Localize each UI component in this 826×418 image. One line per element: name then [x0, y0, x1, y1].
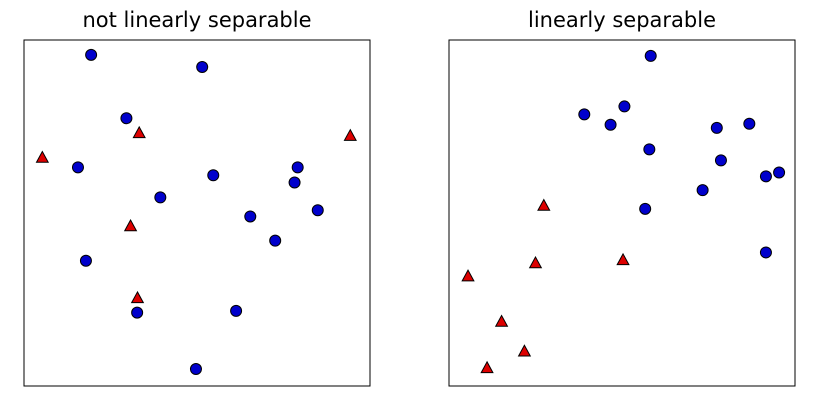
right-circle-point-1 — [578, 108, 591, 121]
right-circle-point-8 — [759, 170, 772, 183]
left-circle-point-14 — [189, 363, 202, 376]
right-circle-point-12 — [759, 246, 772, 259]
right-circle-point-5 — [743, 117, 756, 130]
right-chart-title: linearly separable — [528, 8, 716, 32]
left-circle-point-0 — [85, 48, 98, 61]
left-circle-point-10 — [269, 234, 282, 247]
left-circle-point-9 — [244, 210, 257, 223]
right-circle-point-7 — [714, 154, 727, 167]
right-circle-point-10 — [696, 184, 709, 197]
right-triangle-point-5 — [517, 344, 532, 357]
left-triangle-point-3 — [123, 218, 138, 232]
left-circle-point-13 — [230, 304, 243, 317]
left-scatter-plot — [23, 39, 371, 387]
right-triangle-point-4 — [494, 314, 509, 327]
left-circle-point-4 — [207, 169, 220, 182]
left-circle-point-2 — [120, 112, 133, 125]
left-circle-point-11 — [79, 254, 92, 267]
right-circle-point-3 — [618, 100, 631, 113]
right-circle-point-11 — [639, 202, 652, 215]
left-circle-point-3 — [71, 161, 84, 174]
left-circle-point-7 — [154, 191, 167, 204]
right-circle-point-4 — [710, 121, 723, 134]
left-chart-title: not linearly separable — [82, 8, 312, 32]
right-circle-point-2 — [604, 118, 617, 131]
left-circle-point-8 — [311, 204, 324, 217]
left-circle-point-1 — [196, 60, 209, 73]
left-circle-point-12 — [131, 306, 144, 319]
right-triangle-point-6 — [480, 360, 494, 374]
left-circle-point-5 — [291, 161, 304, 174]
right-circle-point-0 — [644, 49, 657, 62]
right-chart-panel: linearly separable — [413, 0, 826, 418]
right-triangle-point-3 — [461, 269, 475, 282]
right-triangle-point-1 — [528, 255, 543, 269]
left-chart-panel: not linearly separable — [23, 8, 371, 387]
right-circle-point-9 — [773, 166, 786, 179]
right-scatter-plot — [448, 39, 796, 387]
left-triangle-point-0 — [132, 125, 146, 139]
right-circle-point-6 — [643, 143, 656, 156]
right-plot-frame — [448, 39, 796, 387]
left-triangle-point-1 — [35, 150, 50, 163]
right-triangle-point-0 — [537, 198, 551, 211]
left-circle-point-6 — [288, 176, 301, 189]
left-triangle-point-2 — [343, 128, 357, 141]
left-plot-frame — [23, 39, 371, 387]
right-triangle-point-2 — [616, 252, 630, 266]
left-triangle-point-4 — [130, 290, 145, 304]
